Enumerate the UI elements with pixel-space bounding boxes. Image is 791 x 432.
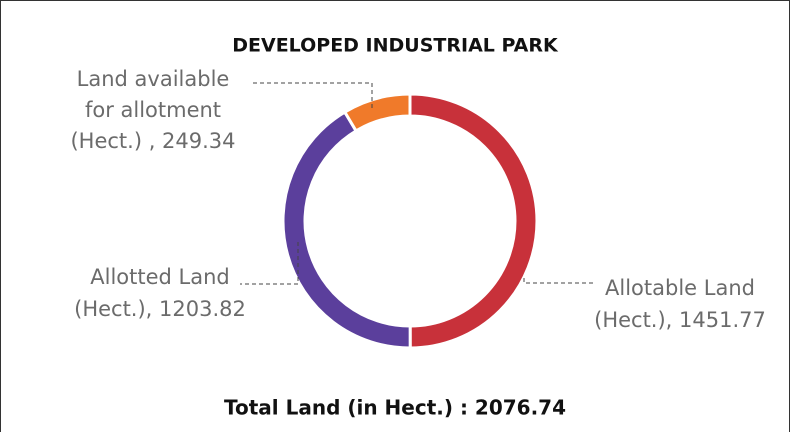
donut-segment xyxy=(408,92,539,350)
data-label: Allotable Land xyxy=(605,276,755,300)
leader-line xyxy=(523,278,595,284)
data-label: (Hect.), 1451.77 xyxy=(594,308,766,332)
leader-line xyxy=(250,82,373,108)
donut-segment xyxy=(281,109,412,350)
data-label: (Hect.), 1203.82 xyxy=(74,297,246,321)
leader-line xyxy=(240,242,299,285)
data-label: (Hect.) , 249.34 xyxy=(70,129,235,153)
data-label: for allotment xyxy=(85,98,221,122)
chart-title: DEVELOPED INDUSTRIAL PARK xyxy=(232,35,559,57)
footer: Total Land (in Hect.) : 2076.74 xyxy=(224,396,566,420)
data-label: Land available xyxy=(77,67,230,91)
data-label: Allotted Land xyxy=(90,265,229,289)
donut-segment xyxy=(342,92,412,133)
